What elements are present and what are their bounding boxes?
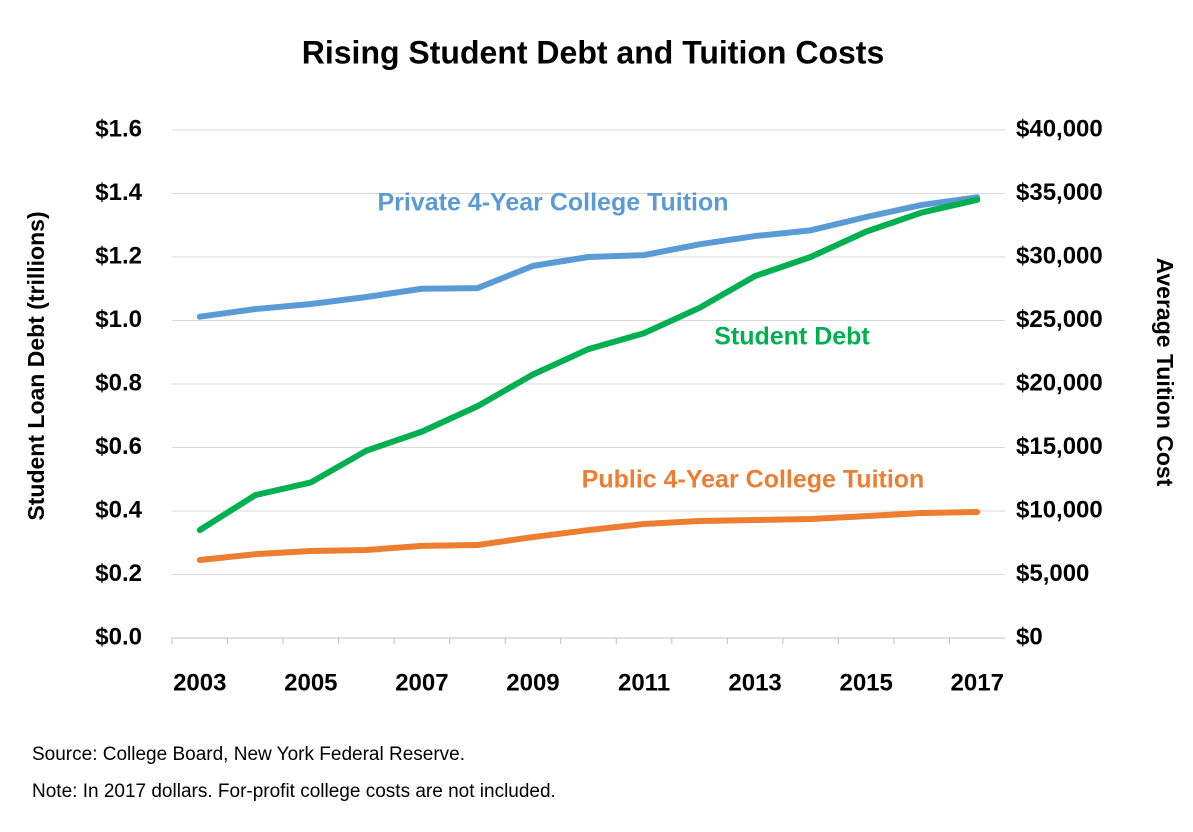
- y-tick-label: $0.2: [95, 560, 142, 587]
- x-tick-label: 2017: [951, 669, 1004, 696]
- y2-tick-label: $25,000: [1016, 306, 1103, 333]
- y2-tick-label: $0: [1016, 623, 1043, 650]
- series-line: [196, 196, 981, 534]
- series-line: [196, 509, 981, 564]
- source-note: Source: College Board, New York Federal …: [32, 744, 465, 765]
- series-label: Private 4-Year College Tuition: [377, 189, 728, 217]
- y-tick-label: $0.6: [95, 433, 142, 460]
- x-tick-label: 2005: [284, 669, 337, 696]
- y2-tick-label: $35,000: [1016, 179, 1103, 206]
- y2-tick-label: $40,000: [1016, 115, 1103, 142]
- x-tick-label: 2009: [506, 669, 559, 696]
- x-tick-label: 2013: [728, 669, 781, 696]
- y-tick-label: $1.6: [95, 115, 142, 142]
- y2-tick-label: $30,000: [1016, 242, 1103, 269]
- y-tick-label: $1.2: [95, 242, 142, 269]
- y-tick-label: $1.0: [95, 306, 142, 333]
- y-axis-title: Student Loan Debt (trillions): [23, 211, 49, 520]
- y-tick-label: $0.8: [95, 369, 142, 396]
- y2-tick-label: $20,000: [1016, 369, 1103, 396]
- chart-title: Rising Student Debt and Tuition Costs: [302, 34, 884, 70]
- y2-tick-label: $5,000: [1016, 560, 1089, 587]
- series-line: [196, 194, 981, 320]
- x-tick-label: 2007: [395, 669, 448, 696]
- y-tick-label: $0.4: [95, 496, 142, 523]
- y-tick-label: $1.4: [95, 179, 142, 206]
- x-tick-label: 2015: [839, 669, 892, 696]
- x-tick-label: 2011: [618, 669, 670, 696]
- x-tick-label: 2003: [173, 669, 226, 696]
- series-label: Student Debt: [714, 323, 870, 351]
- y-tick-label: $0.0: [95, 623, 142, 650]
- footnote: Note: In 2017 dollars. For-profit colleg…: [32, 781, 556, 802]
- y2-tick-label: $15,000: [1016, 433, 1103, 460]
- series-label: Public 4-Year College Tuition: [582, 466, 925, 494]
- y2-axis-title: Average Tuition Cost: [1152, 258, 1178, 487]
- y2-tick-label: $10,000: [1016, 496, 1103, 523]
